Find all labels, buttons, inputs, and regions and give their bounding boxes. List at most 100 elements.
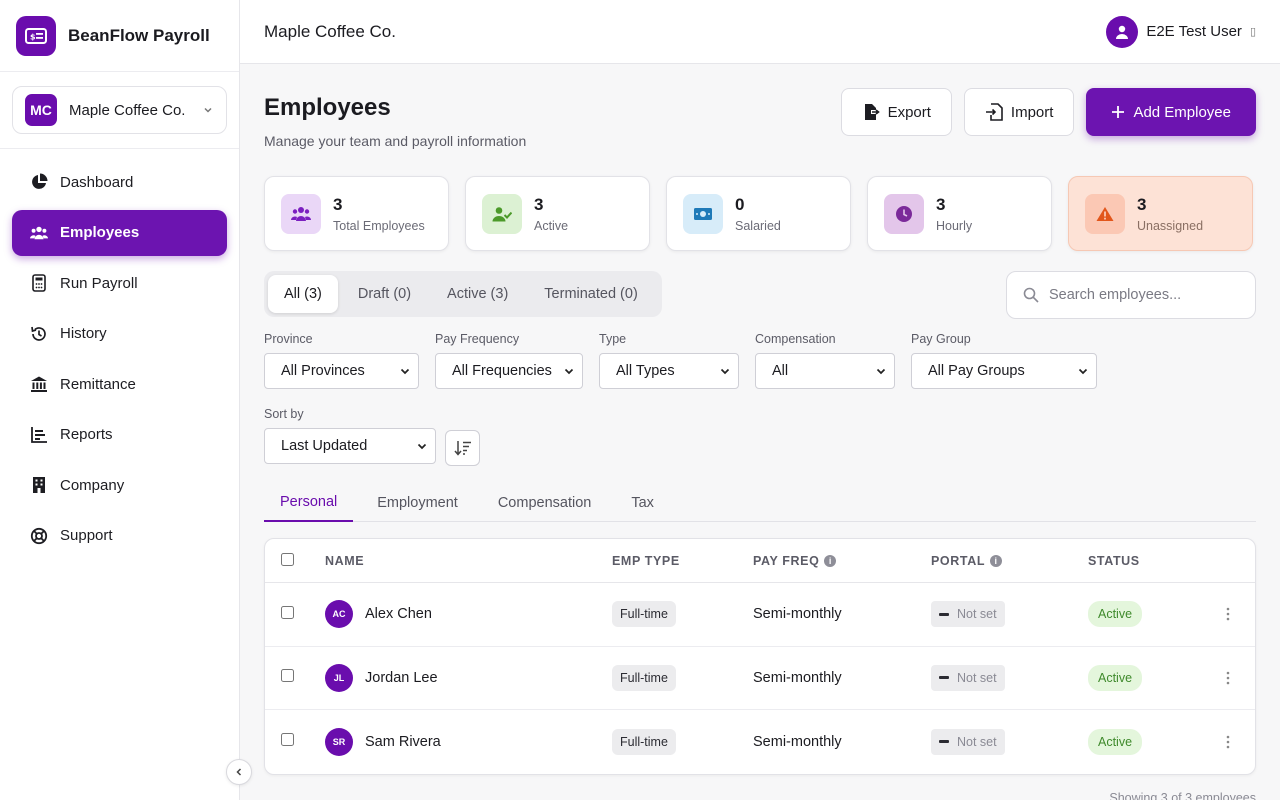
sidebar-item-label: History [60,325,107,342]
dash-icon [939,676,949,680]
table-row[interactable]: SR Sam Rivera Full-time Semi-monthly Not… [265,710,1255,774]
employee-name[interactable]: Sam Rivera [365,733,441,750]
users-icon [30,224,48,242]
sidebar-item-label: Reports [60,426,113,443]
sidebar: $ BeanFlow Payroll MC Maple Coffee Co. D… [0,0,240,800]
select-value: Last Updated [281,438,368,454]
company-switcher-name: Maple Coffee Co. [69,101,186,119]
clock-icon [884,193,924,234]
table-row[interactable]: JL Jordan Lee Full-time Semi-monthly Not… [265,647,1255,710]
import-icon [985,103,1003,121]
chevron-down-icon [400,366,410,376]
type-select[interactable]: All Types [599,353,739,389]
stat-total-employees[interactable]: 3 Total Employees [264,176,449,251]
stat-hourly[interactable]: 3 Hourly [867,176,1052,251]
portal-badge: Not set [931,601,1005,628]
row-checkbox[interactable] [281,733,294,747]
more-vertical-icon[interactable] [1208,607,1248,621]
tab-terminated[interactable]: Terminated (0) [544,286,638,302]
sidebar-item-label: Remittance [60,375,136,393]
table-footer-count: Showing 3 of 3 employees [1109,791,1256,800]
column-header-label: PORTAL [931,553,986,568]
stat-active[interactable]: 3 Active [465,176,650,251]
row-checkbox[interactable] [281,669,294,683]
chevron-down-icon [876,366,886,376]
tab-tax[interactable]: Tax [631,495,654,511]
more-vertical-icon[interactable] [1208,671,1248,685]
sort-direction-button[interactable] [445,430,480,466]
row-checkbox[interactable] [281,605,294,619]
sort-select[interactable]: Last Updated [264,428,436,464]
filter-label: Compensation [755,332,836,346]
view-tabs: Personal Employment Compensation Tax [264,484,1256,522]
column-header-portal[interactable]: PORTAL i [931,554,1088,568]
brand-logo-icon: $ [16,15,56,56]
pay-frequency-select[interactable]: All Frequencies [435,353,583,389]
more-vertical-icon[interactable] [1208,735,1248,749]
export-button[interactable]: Export [840,88,952,136]
brand: $ BeanFlow Payroll [0,0,239,72]
province-select[interactable]: All Provinces [264,353,419,389]
avatar: AC [325,600,353,629]
user-menu[interactable]: E2E Test User ▯ [1106,15,1256,48]
chevron-down-icon [564,366,574,376]
emp-type-badge: Full-time [612,664,676,691]
chevron-down-icon [1078,366,1088,376]
tab-active[interactable]: Active (3) [447,286,509,302]
tab-personal[interactable]: Personal [264,484,354,522]
brand-name: BeanFlow Payroll [68,25,210,45]
column-header-emp-type[interactable]: EMP TYPE [612,553,680,568]
pay-group-select[interactable]: All Pay Groups [911,353,1097,389]
select-value: All [772,363,789,379]
plus-icon [1111,105,1125,119]
pie-chart-icon [30,173,48,191]
tab-employment[interactable]: Employment [377,495,458,511]
employee-name[interactable]: Jordan Lee [365,669,438,686]
stat-unassigned[interactable]: 3 Unassigned [1068,176,1253,251]
search-box [1006,271,1256,319]
add-employee-button[interactable]: Add Employee [1086,88,1256,136]
filter-label: Pay Group [911,332,971,346]
import-label: Import [1010,103,1054,121]
topbar: Maple Coffee Co. E2E Test User ▯ [240,0,1280,64]
sidebar-item-reports[interactable]: Reports [12,412,227,458]
sidebar-item-company[interactable]: Company [12,462,227,508]
table-row[interactable]: AC Alex Chen Full-time Semi-monthly Not … [265,583,1255,647]
filter-label: Pay Frequency [435,332,520,346]
portal-status: Not set [957,734,997,749]
company-switcher[interactable]: MC Maple Coffee Co. [12,86,227,134]
chevron-down-icon [720,366,730,376]
sidebar-item-label: Employees [60,224,140,241]
sidebar-item-run-payroll[interactable]: Run Payroll [12,260,227,306]
info-icon[interactable]: i [824,554,837,567]
select-all-checkbox[interactable] [281,552,294,566]
employee-name[interactable]: Alex Chen [365,606,432,623]
company-switcher-wrap: MC Maple Coffee Co. [0,72,239,149]
column-header-pay-freq[interactable]: PAY FREQ i [753,554,931,568]
filter-label: Sort by [264,407,304,421]
dash-icon [939,740,949,744]
column-header-status[interactable]: STATUS [1088,553,1140,568]
column-header-name[interactable]: NAME [325,553,365,568]
avatar: SR [325,727,353,756]
status-tabs: All (3) Draft (0) Active (3) Terminated … [264,271,662,317]
sidebar-item-history[interactable]: History [12,311,227,357]
sidebar-collapse-button[interactable] [226,759,252,785]
sidebar-item-dashboard[interactable]: Dashboard [12,159,227,205]
sidebar-item-remittance[interactable]: Remittance [12,361,227,407]
tab-draft[interactable]: Draft (0) [357,286,412,302]
stat-salaried[interactable]: 0 Salaried [666,176,851,251]
status-badge: Active [1088,664,1143,691]
tab-all[interactable]: All (3) [268,275,338,313]
select-value: All Pay Groups [928,363,1025,379]
tab-compensation[interactable]: Compensation [497,495,592,511]
info-icon[interactable]: i [990,554,1003,567]
sidebar-item-label: Dashboard [60,173,134,191]
stat-value: 3 [936,194,946,214]
search-input[interactable] [1049,287,1229,303]
sidebar-item-employees[interactable]: Employees [12,209,227,256]
sidebar-item-support[interactable]: Support [12,513,227,559]
import-button[interactable]: Import [963,88,1075,136]
table-header: NAME EMP TYPE PAY FREQ i PORTAL i STATUS [265,539,1255,583]
compensation-select[interactable]: All [755,353,895,389]
